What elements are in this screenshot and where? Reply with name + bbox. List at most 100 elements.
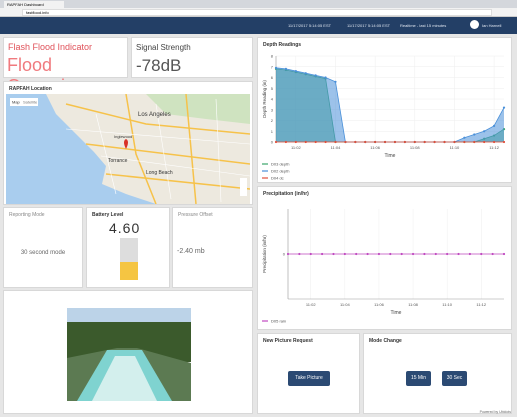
battery-fill: [120, 262, 138, 280]
point: [324, 76, 327, 79]
x-tick-label: 11:06: [374, 302, 384, 307]
street: [65, 98, 250, 203]
point: [294, 69, 297, 73]
picture-request-panel: New Picture Request Take Picture: [257, 333, 360, 414]
map-tab[interactable]: Satellite: [23, 100, 38, 105]
y-tick-label: 4: [271, 97, 274, 102]
url-field[interactable]: fastflood.info: [22, 9, 492, 16]
point: [468, 252, 471, 256]
point: [334, 80, 337, 83]
place-label: Los Angeles: [138, 112, 171, 118]
x-tick-label: 11:02: [291, 145, 301, 150]
avatar[interactable]: [470, 20, 479, 29]
point: [463, 140, 466, 144]
map-pin[interactable]: [124, 139, 128, 149]
point: [364, 140, 367, 144]
point: [332, 252, 335, 256]
map-tab[interactable]: Map: [12, 100, 21, 105]
place-label: Torrance: [108, 158, 128, 164]
panel-title: Flash Flood Indicator: [8, 42, 93, 52]
point: [389, 252, 392, 256]
take-picture-button[interactable]: Take Picture: [288, 371, 330, 386]
point: [343, 252, 346, 256]
x-tick-label: 11:12: [476, 302, 486, 307]
point: [309, 252, 312, 256]
point: [304, 72, 307, 75]
point: [284, 67, 288, 70]
x-tick-label: 11:04: [331, 145, 341, 150]
x-axis-label: Time: [385, 153, 396, 159]
pressure-panel: Pressure Offset -2.40 mb: [172, 207, 253, 288]
point: [393, 140, 397, 144]
point: [413, 140, 416, 144]
park: [146, 94, 250, 124]
mode-button[interactable]: 30 Sec: [442, 371, 467, 386]
picture-panel: [3, 290, 253, 414]
mode-button[interactable]: 15 Min: [406, 371, 431, 386]
place-label: Inglewood: [114, 134, 132, 139]
panel-title: Signal Strength: [136, 43, 191, 52]
browser-tab[interactable]: RAPFAH Dashboard: [4, 1, 64, 8]
point: [483, 130, 486, 133]
rapids: [92, 356, 157, 401]
map-type-control[interactable]: [10, 98, 38, 106]
point: [453, 140, 456, 144]
mode-value: 30 second mode: [20, 250, 66, 256]
point: [344, 140, 347, 144]
panel-title: Mode Change: [369, 338, 402, 344]
point: [492, 124, 496, 127]
point: [443, 140, 446, 144]
time-range[interactable]: Realtime - last 15 minutes: [400, 23, 447, 28]
panel-title: Pressure Offset: [178, 212, 213, 218]
app-header: 11/17/2017 5:14:05 EST 11/17/2017 5:14:0…: [0, 17, 517, 34]
panel-title: RAPFAH Location: [9, 86, 52, 92]
point: [374, 140, 377, 144]
timestamp[interactable]: 11/17/2017 5:14:05 EST: [347, 23, 391, 28]
x-tick-label: 11:06: [370, 145, 380, 150]
legend-label: D05 rain: [271, 319, 286, 324]
y-tick-label: 0: [271, 140, 274, 145]
timestamp[interactable]: 11/17/2017 5:14:05 EST: [288, 23, 332, 28]
map-panel: RAPFAH Location Los Angeles Torrance Lon…: [3, 81, 253, 205]
address-bar: fastflood.info: [0, 8, 517, 17]
point: [298, 252, 301, 256]
point: [286, 252, 290, 256]
point: [284, 140, 288, 144]
signal-panel: Signal Strength -78dB: [131, 37, 253, 78]
footer: Powered by Ubidots: [479, 410, 511, 414]
user-name[interactable]: Ian Harnell: [482, 23, 502, 28]
point: [366, 252, 369, 256]
streets: [65, 98, 250, 203]
ocean: [6, 94, 156, 204]
y-tick-label: 6: [271, 75, 274, 80]
x-tick-label: 11:04: [340, 302, 350, 307]
place-label: Long Beach: [146, 170, 173, 176]
y-tick-label: 2: [271, 118, 274, 123]
point: [355, 252, 358, 256]
point: [274, 140, 278, 144]
point: [457, 252, 460, 256]
point: [434, 252, 437, 256]
zoom-control[interactable]: [240, 178, 247, 196]
point: [400, 252, 403, 256]
river-photo: [67, 308, 191, 401]
y-axis-label: Depth Reading (in): [262, 80, 267, 118]
point: [483, 140, 486, 144]
point: [473, 140, 476, 144]
mode-panel: Reporting Mode 30 second mode: [3, 207, 83, 288]
tab-bar: RAPFAH Dashboard: [0, 0, 517, 8]
point: [314, 140, 317, 144]
chart: 0 1 2 3 4 5 6 7 8 11:02 11:04 11:06 11:08 11:10 11:12 T…: [262, 54, 506, 181]
y-tick-label: 0: [283, 252, 286, 257]
road: [85, 143, 250, 165]
point: [377, 252, 381, 256]
mode-change-panel: Mode Change 15 Min 30 Sec: [363, 333, 512, 414]
legend-label: D04 dc: [271, 176, 284, 181]
point: [411, 252, 415, 256]
y-tick-label: 5: [271, 86, 274, 91]
area: [276, 67, 504, 142]
point: [324, 140, 327, 144]
point: [383, 140, 387, 144]
map[interactable]: Los Angeles Torrance Long Beach Inglewoo…: [6, 94, 250, 204]
flood-panel: Flash Flood Indicator Flood Occurring: [3, 37, 128, 96]
